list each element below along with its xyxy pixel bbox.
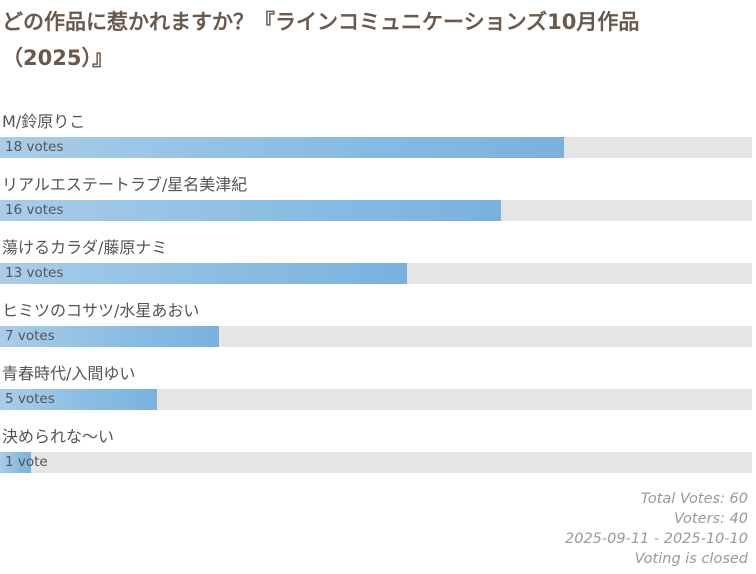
vote-bar-track: 7 votes [0,326,752,347]
voting-date-range: 2025-09-11 - 2025-10-10 [565,531,748,547]
vote-count: 18 votes [5,139,64,155]
voting-status: Voting is closed [634,551,748,567]
vote-count: 5 votes [5,391,55,407]
vote-bar-fill [0,200,502,221]
total-votes: Total Votes: 60 [640,491,748,507]
answer-label: 決められな～い [2,427,115,446]
answer-label: リアルエステートラブ/星名美津紀 [2,175,248,194]
answer-label: 青春時代/入間ゆい [2,364,136,383]
vote-bar-track: 16 votes [0,200,752,221]
vote-bar-fill [0,452,32,473]
answer-label: 蕩けるカラダ/藤原ナミ [2,238,168,257]
vote-bar-fill [0,137,564,158]
poll-answers: M/鈴原りこ 18 votes リアルエステートラブ/星名美津紀 16 vote… [0,110,752,488]
poll-footer: Total Votes: 60 Voters: 40 2025-09-11 - … [565,489,748,569]
vote-count: 7 votes [5,328,55,344]
poll-answer: M/鈴原りこ 18 votes [0,110,752,173]
poll-answer: 蕩けるカラダ/藤原ナミ 13 votes [0,236,752,299]
voters-count: Voters: 40 [673,511,748,527]
poll-answer: ヒミツのコサツ/水星あおい 7 votes [0,299,752,362]
vote-bar-track: 1 vote [0,452,752,473]
poll-title: どの作品に惹かれますか？『ラインコミュニケーションズ10月作品（2025）』 [2,10,640,70]
vote-bar-fill [0,326,220,347]
vote-count: 1 vote [5,454,48,470]
answer-label: M/鈴原りこ [2,112,86,131]
vote-count: 16 votes [5,202,64,218]
vote-bar-track: 13 votes [0,263,752,284]
vote-count: 13 votes [5,265,64,281]
vote-bar-fill [0,263,408,284]
poll-answer: 決められな～い 1 vote [0,425,752,488]
answer-label: ヒミツのコサツ/水星あおい [2,301,200,320]
vote-bar-fill [0,389,157,410]
vote-bar-track: 18 votes [0,137,752,158]
poll-answer: 青春時代/入間ゆい 5 votes [0,362,752,425]
poll-answer: リアルエステートラブ/星名美津紀 16 votes [0,173,752,236]
vote-bar-track: 5 votes [0,389,752,410]
